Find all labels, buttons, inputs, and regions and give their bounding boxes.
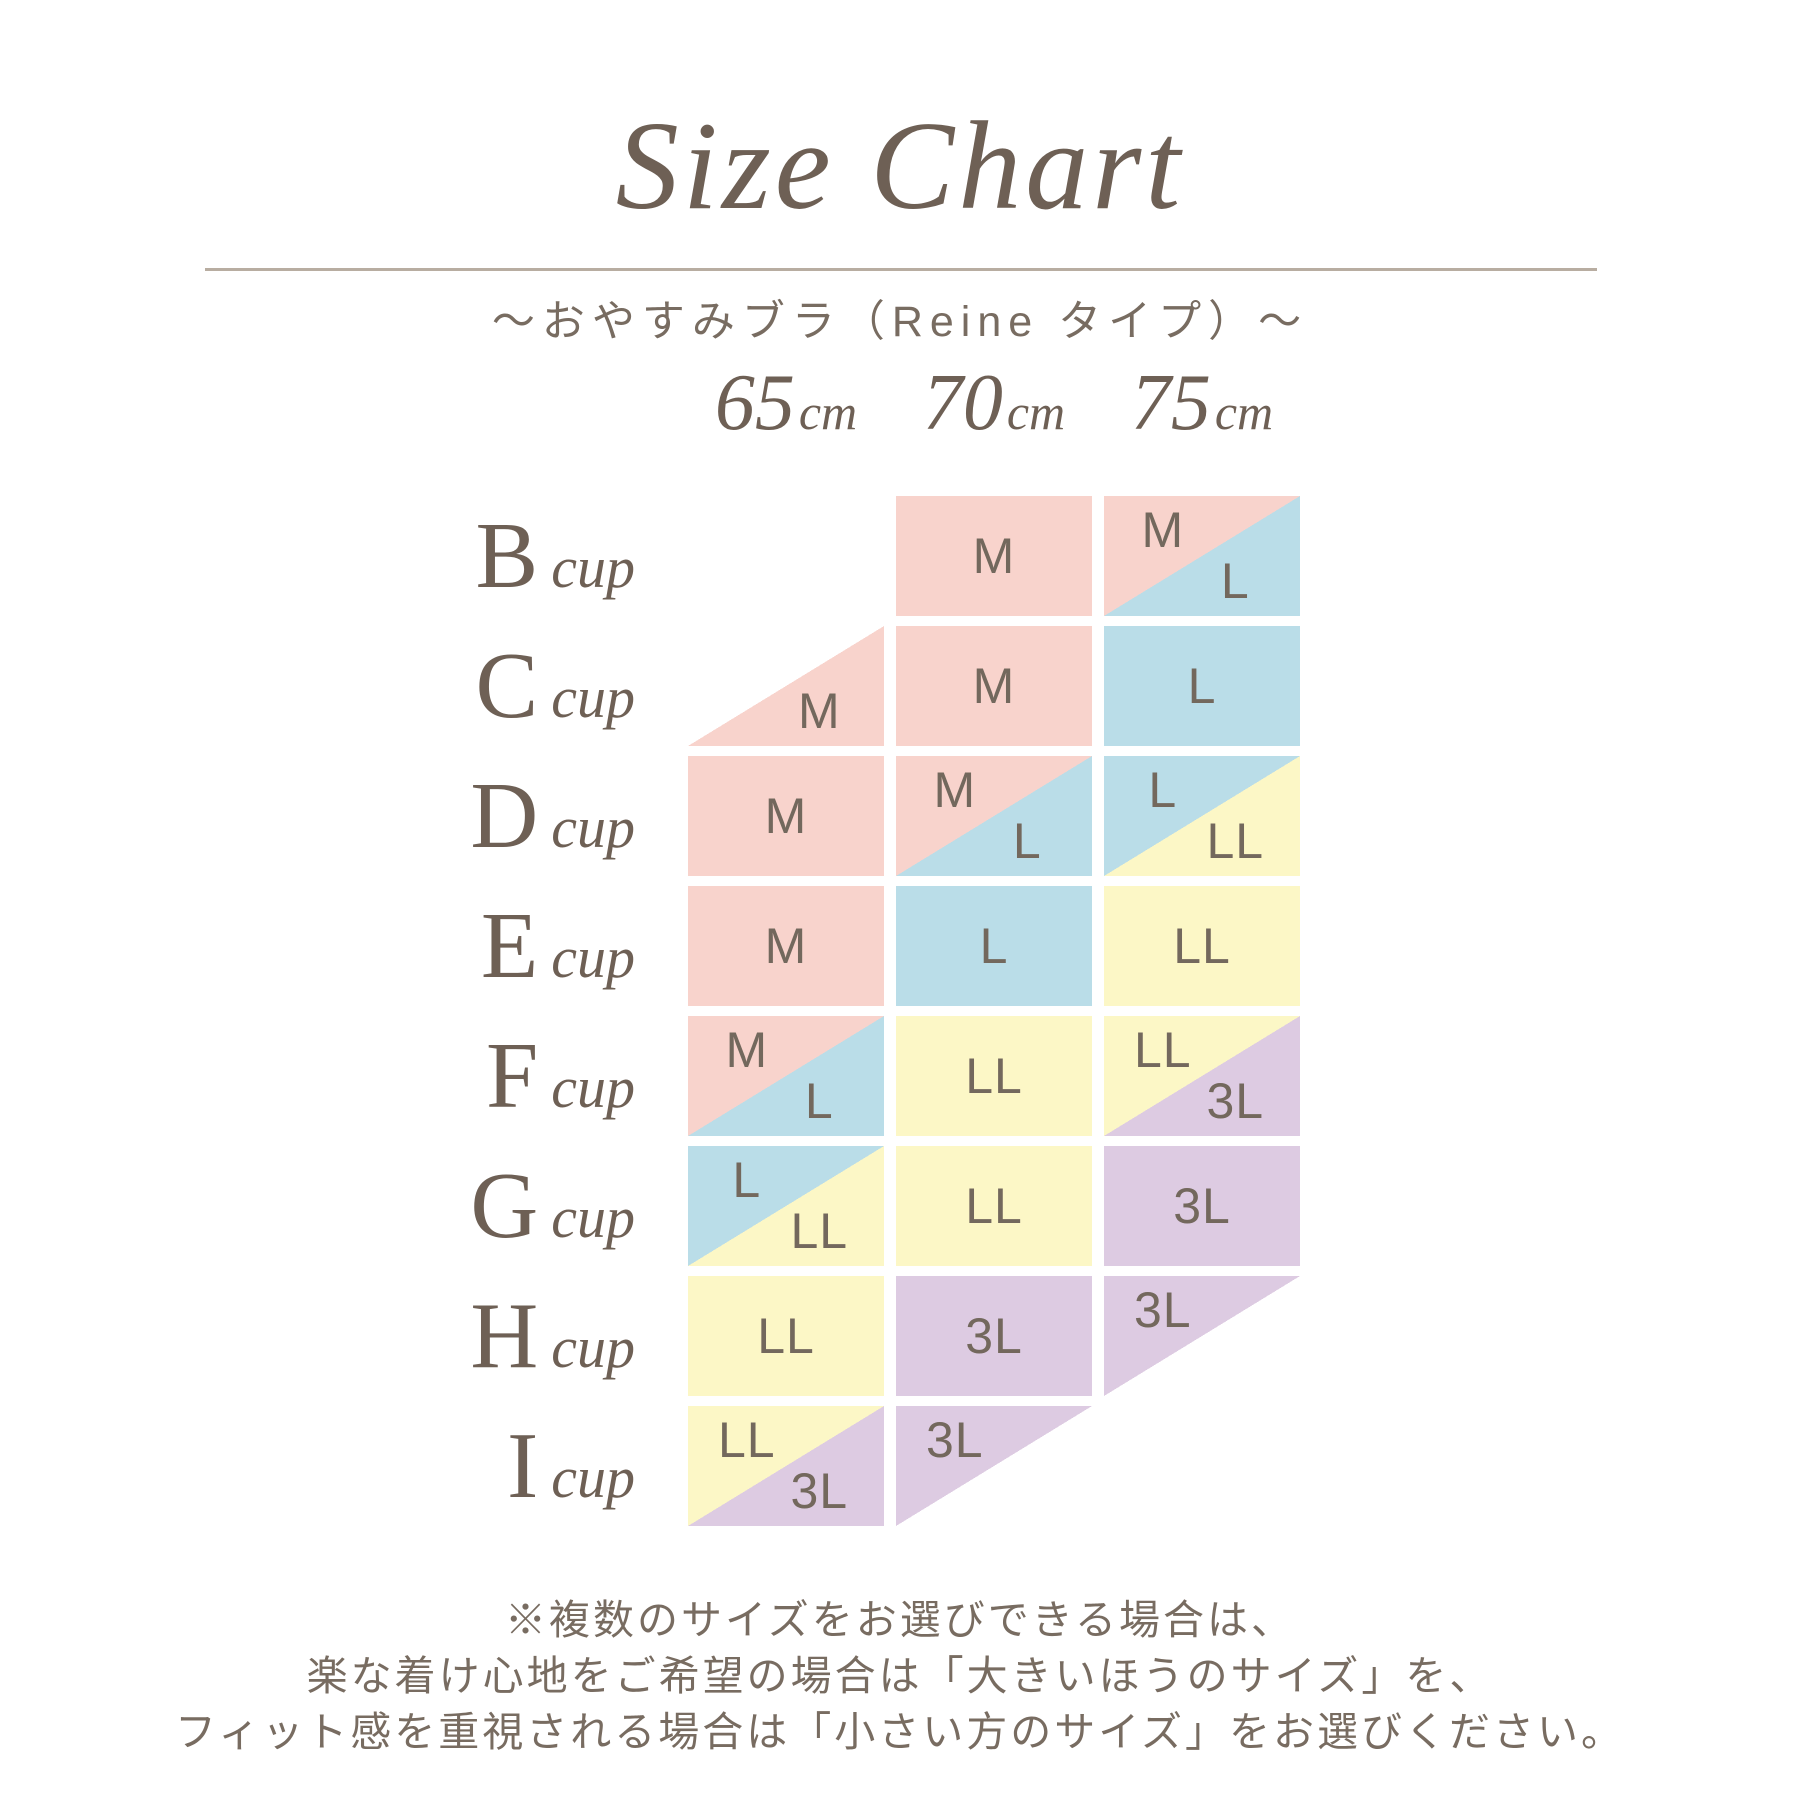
size-cell-C-70: M: [896, 626, 1092, 746]
notes: ※複数のサイズをお選びできる場合は、 楽な着け心地をご希望の場合は「大きいほうの…: [0, 1592, 1800, 1760]
size-cell-H-75: 3L: [1104, 1276, 1300, 1396]
column-header-number: 70: [922, 359, 1003, 447]
size-label: M: [725, 1021, 769, 1078]
size-label: L: [1187, 658, 1217, 714]
column-header-number: 75: [1130, 359, 1211, 447]
title-divider: [205, 268, 1597, 271]
subtitle: 〜おやすみブラ（Reine タイプ）〜: [491, 298, 1309, 346]
row-label-letter: I: [506, 1414, 539, 1518]
column-header-unit: cm: [798, 384, 858, 440]
size-label: 3L: [1173, 1178, 1231, 1234]
size-label: 3L: [1206, 1073, 1265, 1130]
row-label-suffix: cup: [551, 665, 635, 730]
size-label: M: [797, 683, 841, 740]
column-header-75cm: 75 cm: [1044, 356, 1360, 450]
size-label: L: [804, 1073, 834, 1130]
size-label: L: [1148, 761, 1178, 818]
row-label-letter: E: [480, 894, 539, 998]
size-cell-E-75: LL: [1104, 886, 1300, 1006]
size-cell-H-65: LL: [688, 1276, 884, 1396]
row-label-suffix: cup: [551, 1055, 635, 1120]
size-cell-G-70: LL: [896, 1146, 1092, 1266]
column-header-70cm: 70 cm: [836, 356, 1152, 450]
size-cell-E-70: L: [896, 886, 1092, 1006]
size-cell-H-70: 3L: [896, 1276, 1092, 1396]
row-label-suffix: cup: [551, 795, 635, 860]
row-label-letter: G: [470, 1154, 539, 1258]
size-cell-F-70: LL: [896, 1016, 1092, 1136]
row-label-suffix: cup: [551, 535, 635, 600]
size-label: M: [972, 658, 1016, 714]
size-cell-C-75: L: [1104, 626, 1300, 746]
size-label: L: [1012, 813, 1042, 870]
size-cell-D-65: M: [688, 756, 884, 876]
row-label-suffix: cup: [551, 1445, 635, 1510]
size-cell-D-75: L LL: [1104, 756, 1300, 876]
size-label: L: [979, 918, 1009, 974]
size-label: 3L: [965, 1308, 1023, 1364]
size-label: LL: [965, 1178, 1023, 1234]
page-title: Size Chart: [615, 97, 1185, 236]
size-label: M: [972, 528, 1016, 584]
notes-line-1: ※複数のサイズをお選びできる場合は、: [505, 1597, 1295, 1643]
row-label-suffix: cup: [551, 1185, 635, 1250]
column-header-65cm: 65 cm: [628, 356, 944, 450]
row-label-letter: C: [475, 634, 539, 738]
size-label: M: [1141, 501, 1185, 558]
size-cell-B-70: M: [896, 496, 1092, 616]
size-cell-I-65: LL 3L: [688, 1406, 884, 1526]
size-label: 3L: [925, 1411, 984, 1468]
size-cell-G-75: 3L: [1104, 1146, 1300, 1266]
row-label-letter: F: [485, 1024, 539, 1128]
row-label-letter: B: [475, 504, 539, 608]
size-label: LL: [965, 1048, 1023, 1104]
size-label: LL: [1206, 813, 1265, 870]
size-label: LL: [1173, 918, 1231, 974]
size-label: LL: [1133, 1021, 1192, 1078]
size-label: LL: [790, 1203, 849, 1260]
size-cell-F-75: LL 3L: [1104, 1016, 1300, 1136]
size-label: L: [1220, 553, 1250, 610]
size-cell-E-65: M: [688, 886, 884, 1006]
column-header-unit: cm: [1006, 384, 1066, 440]
column-header-unit: cm: [1214, 384, 1274, 440]
size-label: L: [732, 1151, 762, 1208]
size-label: M: [764, 918, 808, 974]
size-label: M: [764, 788, 808, 844]
column-header-number: 65: [714, 359, 795, 447]
notes-line-3: フィット感を重視される場合は「小さい方のサイズ」をお選びください。: [175, 1709, 1625, 1755]
size-cell-C-65: M: [688, 626, 884, 746]
size-label: LL: [757, 1308, 815, 1364]
row-label-suffix: cup: [551, 1315, 635, 1380]
size-label: M: [933, 761, 977, 818]
size-cell-I-70: 3L: [896, 1406, 1092, 1526]
row-label-suffix: cup: [551, 925, 635, 990]
row-label-letter: D: [470, 764, 539, 868]
size-label: 3L: [1133, 1281, 1192, 1338]
notes-line-2: 楽な着け心地をご希望の場合は「大きいほうのサイズ」を、: [306, 1653, 1494, 1699]
row-label-letter: H: [470, 1284, 539, 1388]
size-cell-G-65: L LL: [688, 1146, 884, 1266]
size-label: LL: [717, 1411, 776, 1468]
size-label: 3L: [790, 1463, 849, 1520]
